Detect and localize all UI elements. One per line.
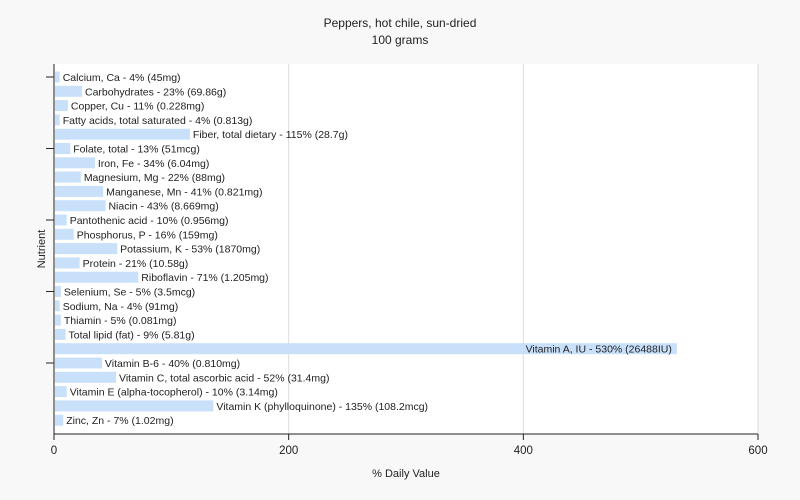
bar-copper-cu <box>55 100 68 112</box>
bar-magnesium-mg <box>55 171 81 183</box>
bar-label-zinc-zn: Zinc, Zn - 7% (1.02mg) <box>66 415 173 427</box>
bar-vitamin-b-6 <box>55 357 102 369</box>
bar-label-calcium-ca: Calcium, Ca - 4% (45mg) <box>63 72 181 84</box>
plot-area <box>54 64 758 434</box>
x-ticks-group: 0 200 400 600 <box>51 434 768 457</box>
bar-label-potassium-k: Potassium, K - 53% (1870mg) <box>120 244 260 256</box>
bar-vitamin-a-iu <box>55 343 677 355</box>
y-axis-label: Nutrient <box>36 230 48 269</box>
bar-labels-group: Calcium, Ca - 4% (45mg) Carbohydrates - 2… <box>63 72 672 427</box>
bar-riboflavin <box>55 271 139 283</box>
x-tick-label-600: 600 <box>748 445 767 457</box>
bar-label-manganese-mn: Manganese, Mn - 41% (0.821mg) <box>106 186 262 198</box>
bar-fatty-acids-total-saturated <box>55 114 60 126</box>
bar-pantothenic-acid <box>55 214 67 226</box>
bar-label-niacin: Niacin - 43% (8.669mg) <box>108 201 218 213</box>
x-tick-label-400: 400 <box>514 445 533 457</box>
bar-label-copper-cu: Copper, Cu - 11% (0.228mg) <box>71 101 204 113</box>
bar-vitamin-c-total-ascorbic-acid <box>55 371 117 383</box>
bar-label-thiamin: Thiamin - 5% (0.081mg) <box>64 315 177 327</box>
bar-potassium-k <box>55 243 118 255</box>
bar-carbohydrates <box>55 85 82 97</box>
chart-subtitle: 100 grams <box>372 33 429 47</box>
bar-label-fatty-acids-total-saturated: Fatty acids, total saturated - 4% (0.813… <box>63 115 253 127</box>
bar-zinc-zn <box>55 414 64 426</box>
bar-label-total-lipid-fat: Total lipid (fat) - 9% (5.81g) <box>69 329 195 341</box>
bar-iron-fe <box>55 157 95 169</box>
bar-label-pantothenic-acid: Pantothenic acid - 10% (0.956mg) <box>70 215 229 227</box>
x-tick-label-0: 0 <box>51 445 57 457</box>
bar-label-vitamin-a-iu: Vitamin A, IU - 530% (26488IU) <box>526 344 672 356</box>
bar-calcium-ca <box>55 71 60 83</box>
bar-thiamin <box>55 314 61 326</box>
bar-niacin <box>55 200 106 212</box>
bar-phosphorus-p <box>55 228 74 240</box>
bar-manganese-mn <box>55 185 104 197</box>
bar-label-magnesium-mg: Magnesium, Mg - 22% (88mg) <box>84 172 225 184</box>
bar-label-iron-fe: Iron, Fe - 34% (6.04mg) <box>98 158 209 170</box>
bar-label-protein: Protein - 21% (10.58g) <box>83 258 189 270</box>
bar-label-vitamin-e-alpha-tocopherol: Vitamin E (alpha-tocopherol) - 10% (3.14… <box>70 387 278 399</box>
bar-vitamin-k-phylloquinone <box>55 400 214 412</box>
bar-label-vitamin-b-6: Vitamin B-6 - 40% (0.810mg) <box>105 358 240 370</box>
bar-label-fiber-total-dietary: Fiber, total dietary - 115% (28.7g) <box>193 129 348 141</box>
gridlines <box>288 64 759 434</box>
bar-label-folate-total: Folate, total - 13% (51mcg) <box>73 144 200 156</box>
x-tick-label-200: 200 <box>279 445 298 457</box>
bar-protein <box>55 257 80 269</box>
bar-total-lipid-fat <box>55 328 66 340</box>
bar-label-vitamin-c-total-ascorbic-acid: Vitamin C, total ascorbic acid - 52% (31… <box>119 372 329 384</box>
bar-label-vitamin-k-phylloquinone: Vitamin K (phylloquinone) - 135% (108.2m… <box>216 401 428 413</box>
chart-title: Peppers, hot chile, sun-dried <box>324 16 477 30</box>
bar-label-carbohydrates: Carbohydrates - 23% (69.86g) <box>85 86 226 98</box>
bar-label-sodium-na: Sodium, Na - 4% (91mg) <box>63 301 179 313</box>
bars-group <box>55 71 677 426</box>
bar-label-selenium-se: Selenium, Se - 5% (3.5mcg) <box>64 287 195 299</box>
bar-fiber-total-dietary <box>55 128 190 140</box>
bar-label-phosphorus-p: Phosphorus, P - 16% (159mg) <box>77 229 218 241</box>
bar-sodium-na <box>55 300 60 312</box>
axes-group <box>46 64 758 435</box>
bar-label-riboflavin: Riboflavin - 71% (1.205mg) <box>141 272 268 284</box>
x-axis-label: % Daily Value <box>372 468 440 480</box>
bar-vitamin-e-alpha-tocopherol <box>55 386 67 398</box>
bar-folate-total <box>55 143 71 154</box>
bar-selenium-se <box>55 286 61 297</box>
